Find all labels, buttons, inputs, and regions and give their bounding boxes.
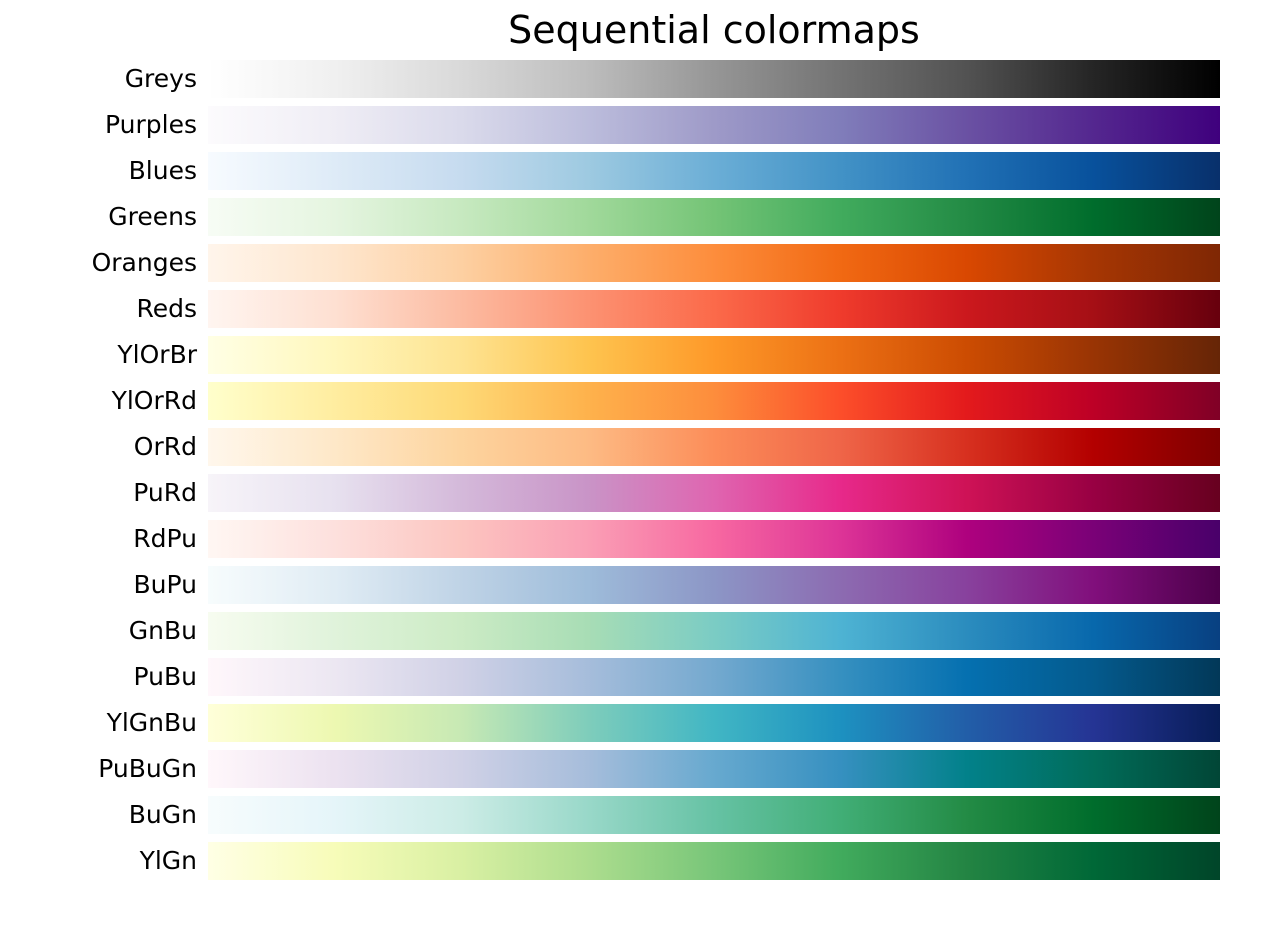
colormap-row: PuBu <box>0 658 1270 704</box>
colormap-label: Oranges <box>91 248 197 277</box>
colormap-label: OrRd <box>133 432 197 461</box>
colormap-label: YlGnBu <box>106 708 197 737</box>
colormap-row: Purples <box>0 106 1270 152</box>
colormap-bar <box>208 290 1220 328</box>
colormap-bar <box>208 612 1220 650</box>
colormap-label: RdPu <box>133 524 197 553</box>
colormap-bar <box>208 520 1220 558</box>
colormap-row: PuRd <box>0 474 1270 520</box>
colormap-bar <box>208 566 1220 604</box>
colormap-bar <box>208 336 1220 374</box>
chart-title: Sequential colormaps <box>508 8 920 52</box>
colormap-row: YlGn <box>0 842 1270 888</box>
colormap-label: Purples <box>105 110 197 139</box>
colormap-label: PuBu <box>133 662 197 691</box>
colormap-row: PuBuGn <box>0 750 1270 796</box>
colormap-label: GnBu <box>128 616 197 645</box>
colormap-row: RdPu <box>0 520 1270 566</box>
colormap-bar <box>208 382 1220 420</box>
colormap-bar <box>208 60 1220 98</box>
colormap-row: Blues <box>0 152 1270 198</box>
colormap-label: Reds <box>136 294 197 323</box>
colormap-label: YlOrRd <box>111 386 197 415</box>
colormap-row: BuPu <box>0 566 1270 612</box>
colormap-label: BuPu <box>133 570 197 599</box>
colormap-label: YlGn <box>139 846 197 875</box>
colormap-label: Greens <box>108 202 197 231</box>
colormap-row: YlGnBu <box>0 704 1270 750</box>
colormap-bar <box>208 704 1220 742</box>
colormap-bar <box>208 152 1220 190</box>
colormap-label: BuGn <box>128 800 197 829</box>
colormap-row: Greys <box>0 60 1270 106</box>
colormap-bar <box>208 244 1220 282</box>
colormap-row: Greens <box>0 198 1270 244</box>
colormap-row: YlOrBr <box>0 336 1270 382</box>
colormap-label: YlOrBr <box>117 340 197 369</box>
colormap-list: Greys Purples Blues Greens Oranges Reds YlOrBr… <box>0 60 1270 888</box>
colormap-bar <box>208 106 1220 144</box>
colormap-bar <box>208 796 1220 834</box>
colormap-label: PuBuGn <box>98 754 197 783</box>
colormap-row: BuGn <box>0 796 1270 842</box>
colormap-row: YlOrRd <box>0 382 1270 428</box>
colormap-bar <box>208 474 1220 512</box>
colormap-label: Greys <box>124 64 197 93</box>
colormap-row: OrRd <box>0 428 1270 474</box>
colormap-bar <box>208 198 1220 236</box>
colormap-label: Blues <box>128 156 197 185</box>
colormap-label: PuRd <box>133 478 197 507</box>
colormap-bar <box>208 428 1220 466</box>
colormap-row: Oranges <box>0 244 1270 290</box>
colormap-bar <box>208 750 1220 788</box>
colormap-row: GnBu <box>0 612 1270 658</box>
colormap-row: Reds <box>0 290 1270 336</box>
colormap-bar <box>208 658 1220 696</box>
colormap-bar <box>208 842 1220 880</box>
